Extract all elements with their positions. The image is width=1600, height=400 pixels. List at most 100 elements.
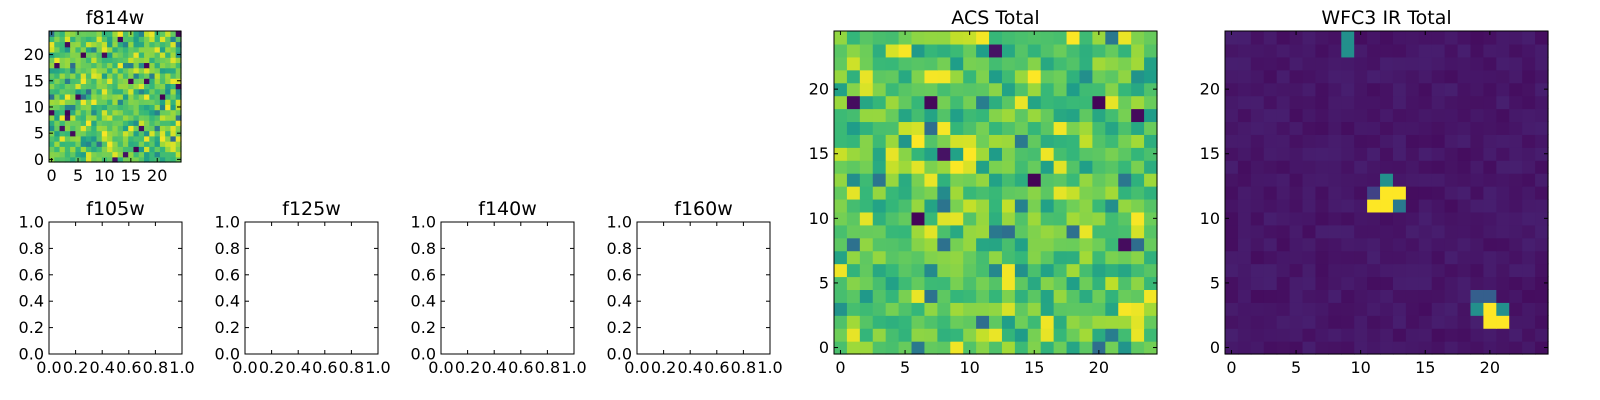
heatmap-cell — [1341, 108, 1355, 123]
heatmap-cell — [54, 135, 61, 142]
heatmap-cell — [1418, 69, 1433, 84]
heatmap-cell — [872, 147, 887, 161]
heatmap-cell — [1276, 211, 1291, 226]
heatmap-cell — [85, 114, 92, 121]
heatmap-cell — [149, 46, 156, 53]
x-tick-label: 0.8 — [143, 358, 168, 377]
heatmap-cell — [49, 93, 55, 100]
heatmap-cell — [1483, 211, 1497, 226]
heatmap-cell — [1392, 43, 1407, 58]
heatmap-cell — [1328, 289, 1342, 303]
y-tick-label: 0.0 — [19, 345, 44, 364]
heatmap-cell — [1380, 263, 1394, 278]
heatmap-cell — [1328, 134, 1342, 148]
heatmap-cell — [1522, 82, 1536, 97]
heatmap-cell — [1263, 315, 1278, 329]
heatmap-cell — [165, 78, 172, 84]
heatmap-cell — [1522, 224, 1536, 239]
heatmap-cell — [1118, 31, 1132, 45]
heatmap-cell — [1079, 315, 1093, 329]
heatmap-cell — [1131, 134, 1145, 148]
heatmap-cell — [1144, 328, 1158, 342]
heatmap-cell — [1444, 224, 1459, 239]
heatmap-cell — [96, 62, 103, 69]
heatmap-cell — [1014, 341, 1029, 355]
heatmap-cell — [1237, 237, 1252, 252]
heatmap-cell — [1522, 237, 1536, 252]
heatmap-cell — [1276, 302, 1291, 316]
heatmap-cell — [91, 120, 98, 126]
heatmap-cell — [1092, 43, 1106, 58]
heatmap-cell — [91, 83, 98, 90]
heatmap-cell — [1483, 69, 1497, 84]
heatmap-cell — [846, 121, 861, 135]
heatmap-cell — [144, 67, 150, 74]
heatmap-cell — [112, 109, 119, 116]
heatmap-cell — [1225, 173, 1239, 187]
x-tick-label: 1.0 — [561, 358, 586, 377]
heatmap-cell — [1483, 147, 1497, 161]
heatmap-cell — [963, 56, 977, 71]
heatmap-cell — [1496, 134, 1510, 148]
heatmap-cell — [1328, 186, 1342, 200]
heatmap-cell — [70, 41, 76, 48]
heatmap-cell — [117, 57, 124, 64]
heatmap-cell — [1092, 341, 1106, 355]
heatmap-cell — [1225, 69, 1239, 84]
heatmap-cell — [144, 141, 150, 147]
heatmap-cell — [1105, 147, 1119, 161]
heatmap-cell — [937, 328, 951, 342]
heatmap-cell — [950, 198, 964, 213]
heatmap-cell — [1444, 69, 1459, 84]
heatmap-cell — [1444, 186, 1459, 200]
heatmap-cell — [885, 224, 900, 239]
heatmap-cell — [1418, 198, 1433, 213]
heatmap-cell — [159, 31, 166, 37]
heatmap-cell — [1483, 276, 1497, 290]
heatmap-cell — [1092, 82, 1106, 97]
heatmap-cell — [1405, 302, 1420, 316]
heatmap-cell — [1418, 160, 1433, 174]
heatmap-cell — [170, 109, 177, 116]
heatmap-cell — [963, 276, 977, 290]
axes-frame — [833, 30, 1158, 355]
heatmap-cell — [117, 151, 124, 158]
x-tick-label: 0.8 — [731, 358, 756, 377]
heatmap-cell — [924, 69, 938, 84]
heatmap-cell — [872, 186, 887, 200]
heatmap-cell — [1289, 69, 1304, 84]
heatmap-cell — [122, 67, 129, 74]
heatmap-cell — [898, 289, 913, 303]
heatmap-cell — [75, 83, 82, 90]
heatmap-cell — [846, 43, 861, 58]
heatmap-cell — [49, 67, 55, 74]
heatmap-cell — [1014, 56, 1029, 71]
heatmap-cell — [1105, 31, 1119, 45]
heatmap-cell — [950, 31, 964, 45]
heatmap-cell — [1040, 56, 1055, 71]
heatmap-cell — [1341, 237, 1355, 252]
heatmap-cell — [101, 109, 108, 116]
heatmap-cell — [834, 263, 848, 278]
heatmap-cell — [170, 120, 177, 126]
heatmap-cell — [1431, 147, 1446, 161]
y-tick-label: 10 — [24, 97, 44, 116]
heatmap-cell — [175, 88, 182, 95]
heatmap-cell — [1092, 289, 1106, 303]
heatmap-cell — [924, 211, 938, 226]
x-tick-label: 0.2 — [63, 358, 88, 377]
heatmap-cell — [1457, 211, 1472, 226]
heatmap-cell — [846, 186, 861, 200]
heatmap-cell — [112, 135, 119, 142]
heatmap-cell — [1040, 69, 1055, 84]
y-tick-label: 15 — [809, 144, 829, 163]
heatmap-cell — [159, 41, 166, 48]
heatmap-cell — [1315, 315, 1329, 329]
heatmap-cell — [924, 134, 938, 148]
heatmap-cell — [107, 156, 113, 163]
heatmap-cell — [1302, 198, 1317, 213]
heatmap-cell — [1328, 198, 1342, 213]
heatmap-cell — [898, 31, 913, 45]
heatmap-cell — [963, 289, 977, 303]
heatmap-cell — [175, 151, 182, 158]
